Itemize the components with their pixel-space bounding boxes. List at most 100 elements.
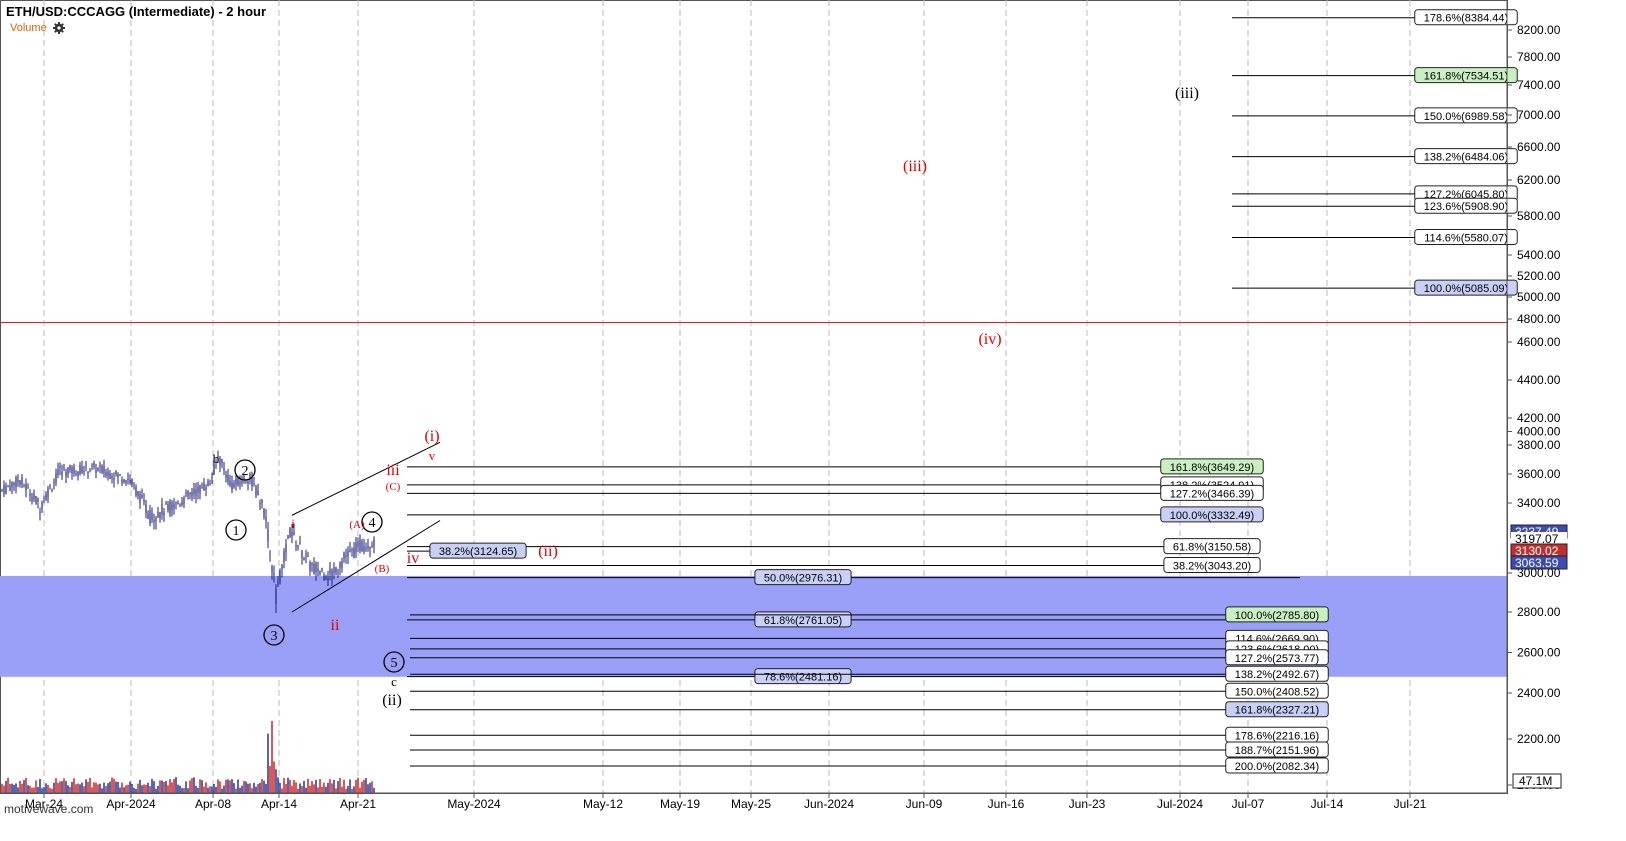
candle-body [227, 475, 229, 482]
candle-body [343, 552, 345, 559]
fib-label: 61.8%(3150.58) [1173, 542, 1251, 554]
volume-bar [247, 783, 249, 793]
candle-body [139, 493, 141, 503]
volume-bar [59, 781, 61, 793]
volume-bar [113, 778, 115, 793]
fib-label-box [1225, 757, 1329, 774]
candle-body [59, 466, 61, 468]
lower-channel-line [291, 520, 441, 613]
y-tick-label: 4200.00 [1517, 411, 1561, 425]
candle-body [231, 482, 233, 491]
candle-body [57, 469, 59, 476]
volume-bar [209, 786, 211, 793]
candle-body [181, 501, 183, 506]
candle-body [311, 563, 313, 566]
fib-label-box [1414, 107, 1518, 124]
volume-bar [61, 781, 63, 793]
candle-body [83, 470, 85, 473]
fib-label: 61.8%(2761.05) [764, 615, 842, 627]
candle-body [169, 501, 171, 515]
volume-bar [47, 784, 49, 793]
candle-body [135, 487, 137, 496]
volume-bar [99, 783, 101, 793]
candle-body [279, 570, 281, 584]
candle-body [337, 570, 339, 572]
volume-bar [217, 779, 219, 793]
candle-body [161, 504, 163, 514]
volume-bar [305, 787, 307, 793]
volume-bar [129, 781, 131, 793]
volume-bar [249, 783, 251, 793]
volume-bar [263, 780, 265, 793]
candle-body [269, 553, 271, 555]
candle-body [89, 470, 91, 472]
volume-bar [361, 781, 363, 793]
candle-body [297, 545, 299, 547]
candle-body [303, 558, 305, 561]
fib-label-box [429, 542, 527, 559]
candle-body [27, 487, 29, 489]
volume-bar [151, 778, 153, 793]
candle-body [195, 489, 197, 497]
volume-bar [89, 777, 91, 793]
candle-body [245, 481, 247, 483]
candle-body [153, 520, 155, 522]
candle-body [247, 481, 249, 484]
volume-label: Volume [10, 22, 47, 34]
candle-body [25, 484, 27, 491]
fib-label-box [1414, 67, 1518, 84]
volume-indicator[interactable]: Volume [10, 22, 65, 34]
candle-body [33, 493, 35, 499]
candle-body [189, 493, 191, 495]
candle-body [321, 568, 323, 571]
wave-label: (iii) [1175, 85, 1199, 102]
volume-bar [291, 785, 293, 793]
candle-body [347, 550, 349, 557]
volume-bar [43, 787, 45, 793]
candle-body [65, 472, 67, 476]
candle-body [171, 502, 173, 511]
candle-body [285, 544, 287, 553]
volume-bar [29, 785, 31, 793]
volume-bar [127, 784, 129, 793]
volume-bar [13, 784, 15, 793]
candle-body [103, 465, 105, 473]
candle-body [351, 548, 353, 551]
candle-body [315, 562, 317, 572]
candle-body [21, 477, 23, 485]
x-tick-label: May-25 [731, 797, 771, 811]
candle-body [151, 512, 153, 520]
y-tick-label: 7400.00 [1517, 78, 1561, 92]
candle-body [117, 474, 119, 478]
fib-label: 178.6%(2216.16) [1235, 730, 1319, 742]
wave-label: 4 [369, 516, 376, 531]
x-tick-label: May-12 [583, 797, 623, 811]
volume-bar [349, 779, 351, 793]
candle-body [263, 509, 265, 518]
y-tick-label: 5000.00 [1517, 290, 1561, 304]
volume-bar [199, 779, 201, 793]
candle-body [175, 501, 177, 503]
gear-icon[interactable] [52, 22, 65, 34]
candle-body [237, 477, 239, 487]
volume-bar [49, 788, 51, 793]
candle-body [19, 480, 21, 485]
candle-body [79, 464, 81, 475]
volume-bar [257, 783, 259, 793]
candle-body [253, 483, 255, 485]
candle-body [329, 568, 331, 574]
volume-bar [341, 786, 343, 793]
candle-body [283, 551, 285, 563]
wave-label: c [391, 674, 397, 689]
candle-body [147, 513, 149, 519]
fib-label: 138.2%(2492.67) [1235, 669, 1319, 681]
candle-body [219, 458, 221, 466]
wave-label: (ii) [382, 692, 402, 709]
candle-body [359, 540, 361, 552]
candle-body [265, 517, 267, 521]
volume-bar [307, 778, 309, 793]
volume-bar [275, 769, 277, 793]
candle-body [353, 547, 355, 558]
